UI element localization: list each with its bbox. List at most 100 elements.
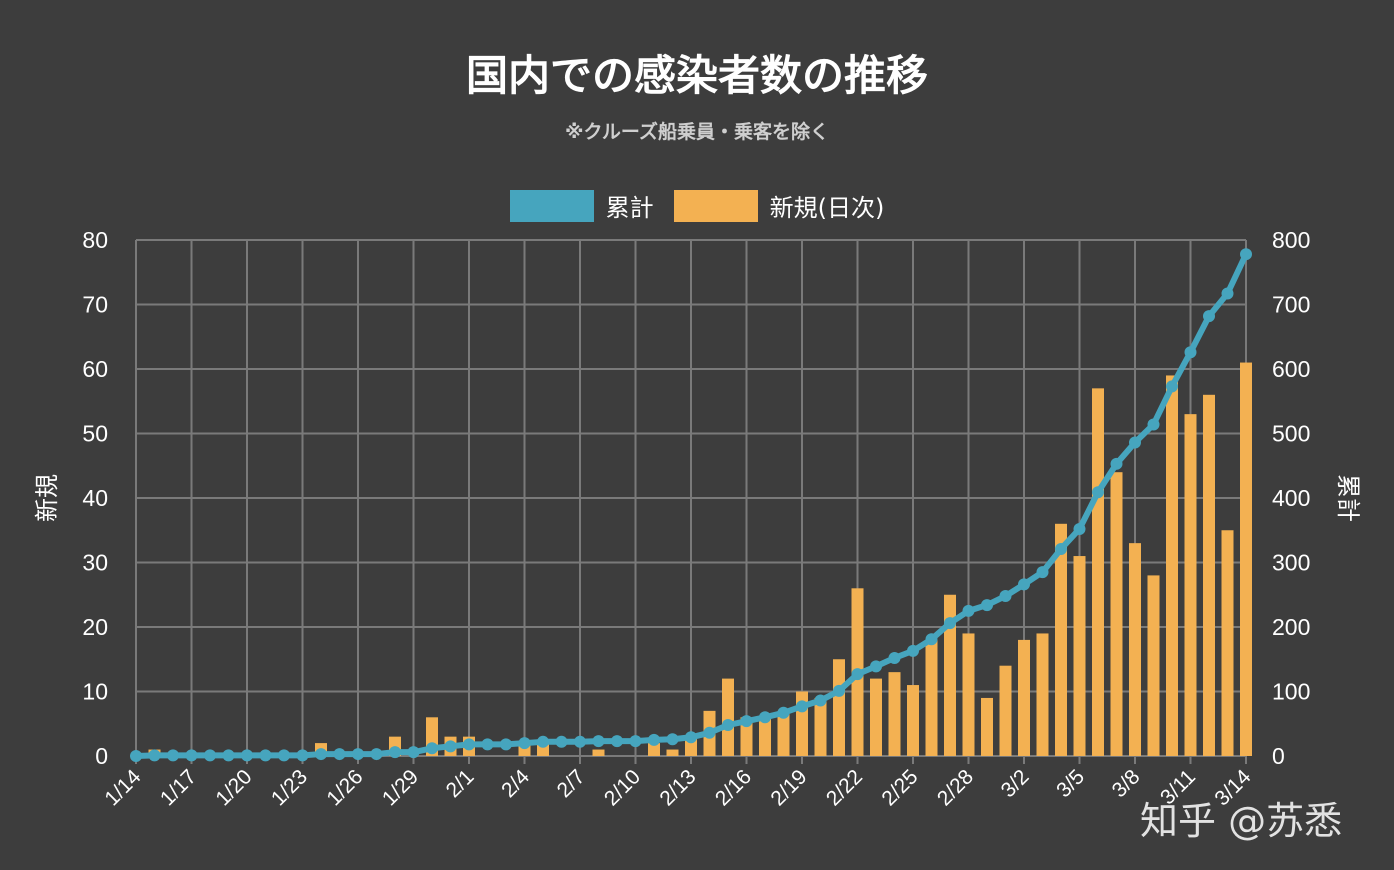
x-tick-label: 1/20 xyxy=(211,765,256,810)
legend-swatch-cumulative xyxy=(509,189,594,222)
point-cumulative xyxy=(204,749,216,762)
point-cumulative xyxy=(222,749,235,762)
bar-daily xyxy=(1184,414,1197,756)
point-cumulative xyxy=(555,735,568,748)
legend-item-daily[interactable]: 新規(日次) xyxy=(673,188,885,223)
x-tick-label: 2/25 xyxy=(877,765,922,810)
left-tick-label: 20 xyxy=(82,614,108,640)
point-cumulative xyxy=(796,700,808,713)
x-tick-label: 2/16 xyxy=(711,765,756,810)
point-cumulative xyxy=(518,737,531,750)
point-cumulative xyxy=(537,735,549,748)
right-tick-label: 300 xyxy=(1272,550,1310,576)
point-cumulative xyxy=(888,651,901,664)
chart-title: 国内での感染者数の推移 xyxy=(465,51,928,100)
bar-daily xyxy=(925,639,938,756)
point-cumulative xyxy=(444,740,457,753)
bar-daily xyxy=(740,717,753,756)
x-tick-label: 1/17 xyxy=(156,765,201,810)
bar-daily xyxy=(1092,388,1104,756)
point-cumulative xyxy=(407,746,420,759)
bar-daily xyxy=(907,685,919,756)
point-cumulative xyxy=(944,617,956,630)
bar-daily xyxy=(592,749,605,756)
point-cumulative xyxy=(296,749,309,762)
bar-daily xyxy=(1018,639,1030,756)
left-tick-label: 50 xyxy=(82,421,108,447)
point-cumulative xyxy=(370,748,383,761)
point-cumulative xyxy=(1240,248,1252,261)
point-cumulative xyxy=(1073,522,1086,535)
point-cumulative xyxy=(648,733,660,746)
legend-label-cumulative: 累計 xyxy=(605,194,654,222)
point-cumulative xyxy=(130,750,142,762)
right-tick-label: 0 xyxy=(1272,743,1285,769)
bar-daily xyxy=(1166,375,1178,756)
bar-daily xyxy=(1221,530,1234,756)
point-cumulative xyxy=(814,694,827,707)
x-tick-label: 1/26 xyxy=(322,765,367,810)
point-cumulative xyxy=(389,746,401,759)
x-tick-label: 2/1 xyxy=(442,765,479,802)
point-cumulative xyxy=(185,749,198,762)
right-tick-label: 100 xyxy=(1272,679,1310,705)
bar-daily xyxy=(870,678,882,756)
bar-daily xyxy=(666,749,679,756)
x-tick-label: 2/22 xyxy=(822,765,867,810)
bar-daily xyxy=(962,633,975,756)
right-tick-label: 500 xyxy=(1272,421,1310,447)
legend: 累計 新規(日次) xyxy=(0,188,1394,223)
point-cumulative xyxy=(1184,346,1197,359)
point-cumulative xyxy=(1036,566,1049,579)
x-tick-label: 3/5 xyxy=(1052,765,1089,802)
point-cumulative xyxy=(463,738,475,751)
point-cumulative xyxy=(1221,287,1234,300)
x-tick-label: 2/13 xyxy=(655,765,700,810)
x-tick-label: 1/29 xyxy=(378,765,423,810)
bar-daily xyxy=(888,672,901,756)
point-cumulative xyxy=(352,748,364,761)
x-tick-label: 2/4 xyxy=(497,765,534,802)
legend-swatch-daily xyxy=(673,189,758,222)
point-cumulative xyxy=(148,749,161,762)
left-tick-label: 10 xyxy=(82,679,108,705)
point-cumulative xyxy=(666,733,679,746)
chart-subtitle: ※クルーズ船乗員・乗客を除く xyxy=(565,121,829,143)
legend-label-daily: 新規(日次) xyxy=(769,194,885,222)
point-cumulative xyxy=(1166,380,1178,393)
bar-daily xyxy=(833,659,845,756)
left-axis-title: 新規 xyxy=(33,474,61,522)
x-tick-label: 2/28 xyxy=(933,765,978,810)
watermark: 知乎 @苏悉 xyxy=(1140,799,1343,843)
point-cumulative xyxy=(315,748,327,761)
point-cumulative xyxy=(333,748,346,761)
legend-item-cumulative[interactable]: 累計 xyxy=(509,188,654,223)
left-tick-label: 40 xyxy=(82,485,108,511)
bar-daily xyxy=(1110,472,1123,756)
point-cumulative xyxy=(574,735,586,748)
point-cumulative xyxy=(685,731,697,744)
left-tick-label: 80 xyxy=(82,227,108,253)
bar-daily xyxy=(1073,556,1086,756)
right-tick-label: 800 xyxy=(1272,227,1310,253)
point-cumulative xyxy=(722,719,734,732)
x-tick-label: 2/19 xyxy=(766,765,811,810)
bar-daily xyxy=(814,697,827,756)
x-tick-label: 3/2 xyxy=(997,765,1034,802)
left-tick-label: 70 xyxy=(82,292,108,318)
point-cumulative xyxy=(1203,310,1215,323)
point-cumulative xyxy=(1092,486,1104,499)
point-cumulative xyxy=(740,715,753,728)
point-cumulative xyxy=(962,604,975,617)
point-cumulative xyxy=(703,726,716,739)
point-cumulative xyxy=(925,633,938,646)
point-cumulative xyxy=(759,711,771,724)
point-cumulative xyxy=(870,660,882,673)
bar-daily xyxy=(722,678,734,756)
bar-daily xyxy=(1036,633,1049,756)
x-tick-label: 1/14 xyxy=(100,765,145,810)
left-tick-label: 0 xyxy=(95,743,108,769)
right-tick-label: 600 xyxy=(1272,356,1310,382)
point-cumulative xyxy=(259,749,272,762)
